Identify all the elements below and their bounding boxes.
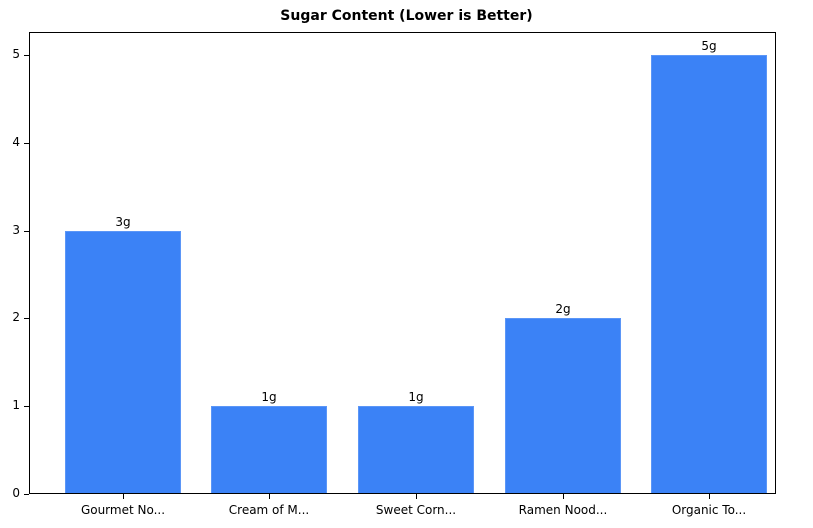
y-tick — [24, 55, 29, 56]
y-tick — [24, 231, 29, 232]
bar-value-label: 5g — [701, 39, 717, 53]
bar-value-label: 3g — [115, 215, 131, 229]
bar — [651, 55, 767, 494]
plot-area — [29, 32, 776, 494]
y-tick-label: 1 — [12, 398, 20, 412]
x-tick-label: Ramen Nood... — [518, 503, 608, 517]
x-tick — [563, 494, 564, 499]
chart-title: Sugar Content (Lower is Better) — [280, 8, 533, 24]
y-tick — [24, 318, 29, 319]
x-tick-label: Gourmet No... — [80, 503, 166, 517]
bar — [65, 231, 181, 494]
y-tick-label: 3 — [12, 223, 20, 237]
y-tick — [24, 406, 29, 407]
y-tick-label: 5 — [12, 47, 20, 61]
x-tick-label: Sweet Corn... — [375, 503, 457, 517]
bar-value-label: 1g — [261, 390, 277, 404]
y-tick — [24, 143, 29, 144]
x-tick — [416, 494, 417, 499]
x-tick-label: Organic To... — [671, 503, 747, 517]
x-tick — [709, 494, 710, 499]
y-tick — [24, 494, 29, 495]
bar — [211, 406, 327, 494]
x-tick-label: Cream of M... — [228, 503, 310, 517]
bar-value-label: 1g — [408, 390, 424, 404]
bar — [505, 318, 621, 494]
x-tick — [123, 494, 124, 499]
y-tick-label: 2 — [12, 310, 20, 324]
x-tick — [269, 494, 270, 499]
y-tick-label: 4 — [12, 135, 20, 149]
y-tick-label: 0 — [12, 486, 20, 500]
bar-value-label: 2g — [555, 302, 571, 316]
